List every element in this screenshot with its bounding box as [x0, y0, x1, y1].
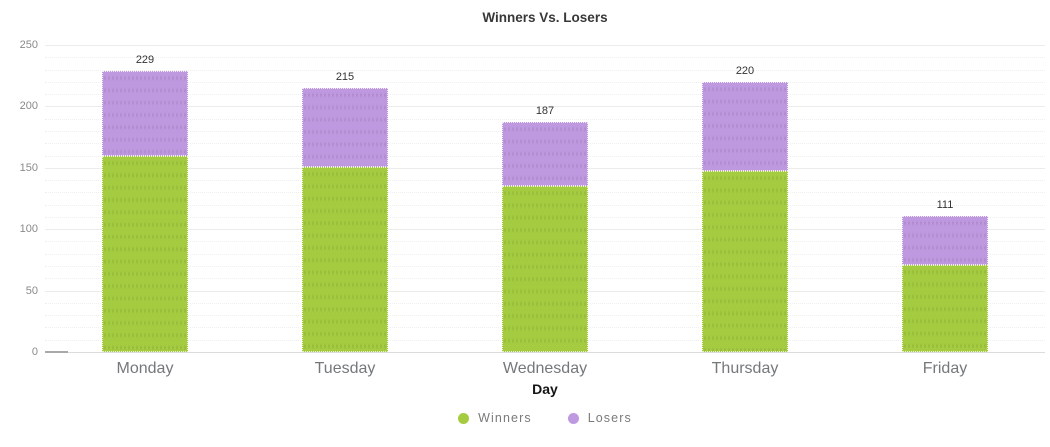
- bar-segment-winners: [102, 155, 188, 352]
- x-axis-category-label: Friday: [922, 360, 968, 377]
- y-axis-tick-label: 250: [19, 39, 38, 51]
- zero-axis-tick: [45, 351, 68, 353]
- chart-title: Winners Vs. Losers: [482, 10, 608, 25]
- bar-segment-winners: [702, 171, 788, 352]
- bar-tuesday: [302, 88, 388, 352]
- bar-monday: [102, 70, 188, 352]
- bar-total-label: 215: [335, 70, 355, 83]
- bar-segment-winners: [502, 186, 588, 352]
- legend: Winners Losers: [45, 411, 1045, 425]
- bar-segment-losers: [502, 122, 588, 187]
- legend-label-losers: Losers: [587, 411, 632, 425]
- bar-total-label: 111: [936, 198, 954, 211]
- bar-total-label: 187: [535, 105, 555, 118]
- bar-segment-winners: [902, 264, 988, 352]
- legend-label-winners: Winners: [478, 411, 532, 425]
- minor-gridline: [45, 57, 1045, 59]
- bar-wednesday: [502, 122, 588, 352]
- bar-segment-losers: [702, 81, 788, 172]
- y-axis-tick-label: 50: [25, 284, 38, 297]
- x-axis-category-label: Monday: [116, 360, 174, 377]
- y-axis-tick-label: 150: [19, 161, 38, 174]
- legend-marker-winners: [458, 412, 470, 424]
- bar-segment-losers: [302, 88, 388, 167]
- y-axis-tick-label: 0: [31, 346, 38, 358]
- x-axis-title: Day: [532, 381, 558, 397]
- bar-total-label: 229: [135, 53, 155, 66]
- minor-gridline: [45, 118, 1045, 120]
- minor-gridline: [45, 81, 1045, 83]
- y-axis-tick-label: 100: [19, 223, 38, 236]
- minor-gridline: [45, 94, 1045, 96]
- legend-marker-losers: [567, 412, 579, 424]
- bar-segment-winners: [302, 166, 388, 352]
- bar-segment-losers: [902, 215, 988, 265]
- y-axis-tick-label: 200: [19, 100, 38, 113]
- legend-item-winners[interactable]: Winners: [458, 411, 532, 425]
- legend-item-losers[interactable]: Losers: [567, 411, 632, 425]
- plot-area: 229 215 187 220 111: [45, 45, 1045, 353]
- bar-thursday: [702, 81, 788, 352]
- minor-gridline: [45, 69, 1045, 71]
- major-gridline: [45, 45, 1045, 46]
- bar-friday: [902, 215, 988, 352]
- x-axis-category-label: Tuesday: [314, 360, 376, 377]
- zero-gridline: [45, 352, 1045, 353]
- bar-segment-losers: [102, 70, 188, 156]
- x-axis-category-label: Wednesday: [502, 360, 588, 377]
- x-axis-category-label: Thursday: [711, 360, 779, 377]
- bar-total-label: 220: [735, 64, 755, 77]
- major-gridline: [45, 106, 1045, 108]
